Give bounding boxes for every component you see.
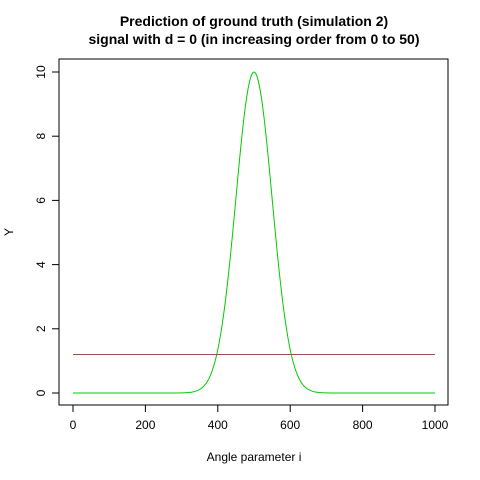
x-axis-label: Angle parameter i bbox=[207, 450, 302, 464]
x-tick-label: 0 bbox=[70, 418, 77, 432]
x-tick-label: 200 bbox=[135, 418, 155, 432]
y-tick-label: 4 bbox=[34, 261, 48, 268]
y-tick-label: 10 bbox=[34, 65, 48, 79]
series-group bbox=[73, 71, 435, 394]
chart-subtitle: signal with d = 0 (in increasing order f… bbox=[88, 31, 419, 47]
x-tick-label: 400 bbox=[208, 418, 228, 432]
y-axis: 0 2 4 6 8 10 bbox=[34, 65, 60, 396]
y-tick-label: 0 bbox=[34, 389, 48, 396]
chart-title: Prediction of ground truth (simulation 2… bbox=[120, 13, 388, 29]
y-tick-label: 8 bbox=[34, 133, 48, 140]
y-tick-label: 6 bbox=[34, 197, 48, 204]
x-tick-label: 600 bbox=[280, 418, 300, 432]
x-tick-label: 1000 bbox=[422, 418, 449, 432]
y-axis-label: Y bbox=[2, 228, 16, 236]
y-tick-label: 2 bbox=[34, 325, 48, 332]
series-line-gaussian bbox=[73, 71, 435, 394]
x-axis: 0 200 400 600 800 1000 bbox=[70, 404, 449, 432]
plot-box bbox=[58, 58, 449, 406]
x-tick-label: 800 bbox=[353, 418, 373, 432]
